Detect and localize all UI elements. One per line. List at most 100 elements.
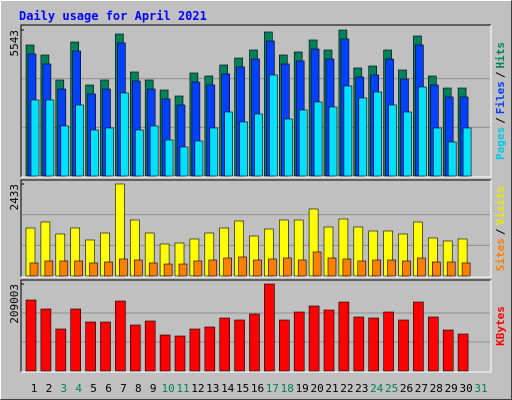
x-tick-label: 16 — [251, 382, 264, 395]
bar — [189, 328, 201, 372]
x-tick-label: 27 — [415, 382, 428, 395]
bar — [209, 127, 219, 177]
bar — [30, 99, 40, 177]
bar — [159, 334, 171, 372]
bar — [368, 317, 380, 372]
legend-separator: / — [494, 117, 507, 124]
x-tick-label: 17 — [266, 382, 279, 395]
legend-entry: Files — [494, 81, 507, 114]
legend: Pages / Files / Hits — [494, 42, 507, 160]
bar — [357, 260, 367, 277]
bar — [164, 139, 174, 177]
y-tick-label: 2433 — [8, 184, 21, 211]
bar — [193, 260, 203, 277]
bar — [45, 99, 55, 177]
bar — [115, 300, 126, 372]
bar — [239, 121, 248, 177]
panel-frame-dark — [20, 24, 491, 177]
legend-separator: / — [494, 71, 507, 78]
bar — [338, 301, 350, 372]
bar — [343, 85, 353, 177]
bar — [413, 301, 424, 372]
x-tick-label: 28 — [430, 382, 443, 395]
x-tick-label: 18 — [281, 382, 294, 395]
bar — [431, 261, 441, 277]
bar — [100, 321, 111, 372]
bar — [40, 308, 52, 372]
bar — [297, 259, 307, 277]
bar — [70, 308, 81, 372]
bar — [353, 316, 365, 372]
bar — [204, 326, 216, 372]
bar — [446, 261, 456, 277]
bar — [119, 258, 128, 277]
bar — [358, 97, 368, 177]
y-tick-label: 5543 — [8, 30, 21, 57]
bar — [179, 146, 189, 177]
bar — [85, 321, 96, 372]
bar — [55, 328, 67, 372]
x-tick-label: 3 — [60, 382, 67, 395]
x-tick-label: 26 — [400, 382, 413, 395]
x-tick-label: 7 — [120, 382, 127, 395]
bar — [313, 101, 323, 177]
bar — [268, 258, 277, 277]
chart-title: Daily usage for April 2021 — [19, 9, 207, 23]
bar — [105, 127, 114, 177]
x-tick-label: 1 — [31, 382, 38, 395]
bar — [174, 335, 186, 372]
bar — [342, 258, 352, 277]
bar — [249, 313, 260, 372]
x-tick-label: 29 — [445, 382, 458, 395]
bar — [447, 141, 457, 177]
bar — [402, 260, 411, 277]
x-tick-label: 9 — [150, 382, 157, 395]
x-tick-label: 21 — [325, 382, 338, 395]
bar — [44, 260, 54, 277]
bar — [427, 316, 439, 372]
bar — [418, 86, 427, 177]
bar — [461, 262, 471, 277]
bar — [373, 91, 383, 177]
bar — [134, 259, 143, 277]
legend-entry: KBytes — [494, 306, 507, 346]
bar — [74, 260, 83, 277]
bar — [383, 311, 394, 372]
x-tick-label: 22 — [340, 382, 353, 395]
x-tick-label: 12 — [191, 382, 204, 395]
x-tick-label: 30 — [459, 382, 472, 395]
panel-frame-light — [21, 25, 492, 178]
bar — [403, 111, 412, 177]
bar — [282, 257, 292, 277]
bar — [224, 111, 233, 177]
x-tick-label: 15 — [236, 382, 249, 395]
x-tick-label: 13 — [206, 382, 219, 395]
x-tick-label: 19 — [296, 382, 309, 395]
bar — [278, 319, 290, 372]
legend: KBytes — [494, 306, 507, 346]
bar — [387, 259, 396, 277]
bar — [135, 129, 144, 177]
panel-frame-dark — [20, 179, 491, 277]
x-tick-label: 31 — [474, 382, 487, 395]
x-tick-label: 11 — [176, 382, 189, 395]
x-tick-label: 23 — [355, 382, 368, 395]
legend-entry: Sites — [494, 238, 507, 271]
x-tick-label: 8 — [135, 382, 142, 395]
bar — [254, 113, 263, 177]
bar — [59, 260, 69, 277]
legend-separator: / — [494, 228, 507, 235]
bar — [238, 256, 247, 277]
bar — [312, 251, 322, 277]
x-tick-label: 6 — [105, 382, 112, 395]
bar — [29, 262, 39, 277]
bar — [328, 106, 338, 177]
bar — [293, 311, 305, 372]
bar — [223, 257, 232, 277]
bar — [178, 263, 188, 277]
x-tick-label: 25 — [385, 382, 398, 395]
bar — [25, 299, 37, 372]
bar — [60, 125, 70, 177]
bar — [457, 333, 469, 372]
